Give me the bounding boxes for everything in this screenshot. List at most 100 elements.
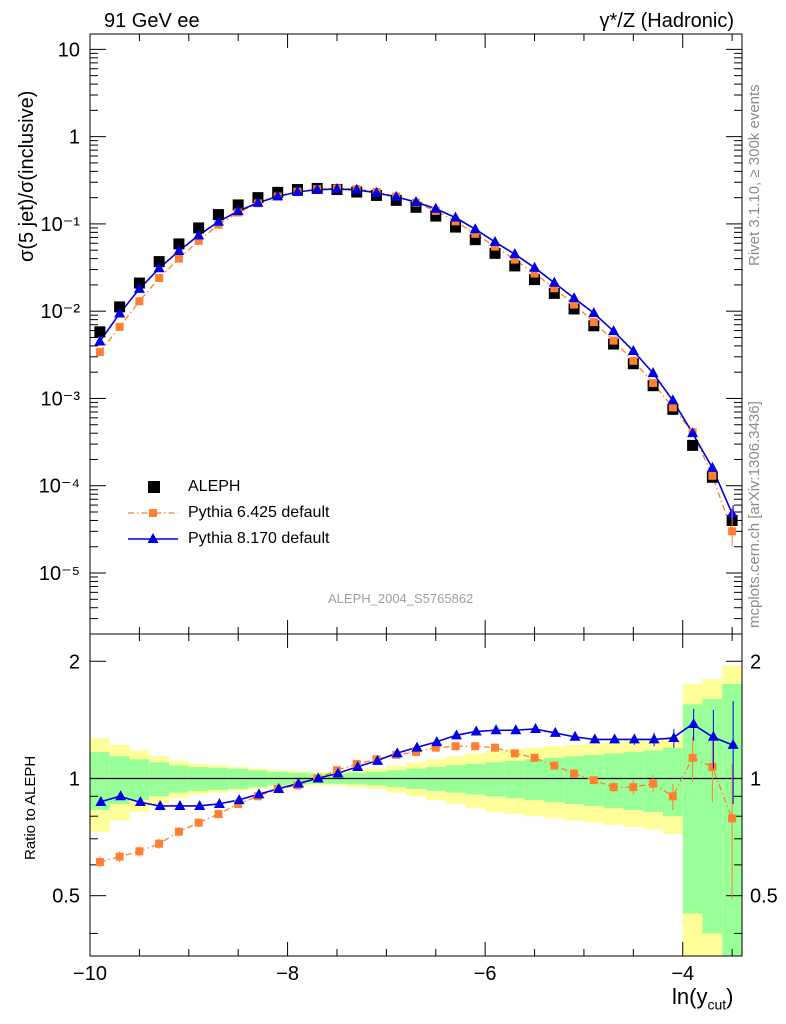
pythia8-ratio-point <box>391 747 403 758</box>
aleph-point <box>529 274 541 286</box>
pythia8-point <box>173 244 185 255</box>
ratio-y-tick-label: 1 <box>69 768 80 790</box>
pythia6-ratio-point <box>510 749 519 758</box>
main-y-axis-label: σ(5 jet)/σ(inclusive) <box>16 90 38 262</box>
aleph-point <box>450 221 462 233</box>
x-tick-label: −8 <box>276 963 299 985</box>
ratio-y-axis-label: Ratio to ALEPH <box>22 755 39 860</box>
pythia6-point <box>649 379 658 388</box>
pythia6-ratio-point <box>530 753 539 762</box>
pythia8-ratio-point <box>668 732 680 743</box>
y-tick-label: 10⁻² <box>41 301 81 323</box>
pythia8-ratio-point <box>174 799 186 810</box>
pythia6-point <box>194 236 203 245</box>
legend-marker-aleph <box>148 481 160 493</box>
pythia8-point <box>331 183 343 194</box>
pythia8-ratio-point <box>194 799 206 810</box>
uncertainty-band-inner <box>504 760 525 799</box>
pythia8-ratio-point <box>549 726 561 737</box>
aleph-point <box>687 439 699 451</box>
aleph-point <box>94 326 106 338</box>
pythia8-point <box>94 335 106 346</box>
pythia8-point <box>291 186 303 197</box>
aleph-point <box>430 210 442 222</box>
pythia8-ratio-point <box>688 718 700 729</box>
uncertainty-band-inner <box>662 747 683 817</box>
pythia6-point <box>135 297 144 306</box>
pythia8-ratio-point <box>470 725 482 736</box>
pythia8-ratio-point <box>411 741 423 752</box>
pythia6-ratio-point <box>412 747 420 756</box>
uncertainty-band-inner <box>702 699 723 934</box>
ratio-y-tick-label-right: 2 <box>750 651 761 673</box>
pythia6-point <box>491 242 500 251</box>
pythia8-ratio-point <box>134 796 146 807</box>
x-tick-label: −4 <box>671 963 694 985</box>
pythia8-ratio-point <box>569 730 581 741</box>
pythia8-point <box>627 344 639 355</box>
pythia6-point <box>629 356 638 365</box>
pythia8-point <box>450 211 462 222</box>
y-tick-label: 10⁻¹ <box>41 214 81 236</box>
pythia8-ratio-point <box>490 724 502 735</box>
x-axis-label: ln(ycut) <box>672 984 734 1013</box>
rivet-version-label: Rivet 3.1.10, ≥ 300k events <box>746 84 763 266</box>
pythia6-point <box>510 255 519 264</box>
pythia8-point <box>370 186 382 197</box>
pythia6-ratio-point <box>214 810 223 819</box>
aleph-point <box>114 301 126 313</box>
pythia8-ratio-point <box>154 799 166 810</box>
aleph-point <box>568 303 580 315</box>
uncertainty-band-inner <box>603 753 624 808</box>
pythia8-point <box>410 196 422 207</box>
uncertainty-band-inner <box>524 759 545 801</box>
uncertainty-band-inner <box>90 751 110 810</box>
uncertainty-band-inner <box>564 756 584 804</box>
pythia6-ratio-point <box>135 847 144 856</box>
pythia8-point <box>153 262 165 273</box>
pythia6-point <box>570 300 579 309</box>
header-channel: γ*/Z (Hadronic) <box>599 10 734 32</box>
pythia8-point <box>687 427 699 438</box>
pythia8-point <box>509 248 521 259</box>
pythia8-ratio-point <box>312 772 324 783</box>
aleph-point <box>193 222 205 234</box>
x-tick-label: −6 <box>474 963 497 985</box>
aleph-point <box>212 209 224 221</box>
pythia6-ratio-line <box>99 745 733 863</box>
pythia8-ratio-point <box>115 790 127 801</box>
pythia6-point <box>155 274 164 283</box>
legend-marker-pythia8 <box>147 533 159 543</box>
pythia6-ratio-point <box>649 779 658 788</box>
ratio-panel-frame <box>89 633 743 957</box>
aleph-point <box>469 234 481 246</box>
pythia6-point <box>609 336 618 345</box>
uncertainty-band-inner <box>129 759 150 801</box>
pythia8-point <box>489 236 501 247</box>
pythia8-point <box>706 461 718 472</box>
pythia8-point <box>212 215 224 226</box>
mcplots-source-label: mcplots.cern.ch [arXiv:1306.3436] <box>746 401 763 628</box>
pythia6-ratio-point <box>728 814 737 823</box>
pythia6-ratio-point <box>471 742 480 751</box>
pythia8-ratio-point <box>431 736 443 747</box>
pythia8-point <box>133 282 145 293</box>
pythia8-point <box>469 223 481 234</box>
pythia6-point <box>530 269 539 278</box>
pythia8-ratio-point <box>707 730 719 741</box>
pythia8-ratio-point <box>371 754 383 765</box>
pythia8-ratio-point <box>530 722 542 733</box>
pythia8-point <box>252 196 264 207</box>
ratio-y-tick-label: 0.5 <box>52 886 80 908</box>
aleph-point <box>509 260 521 272</box>
uncertainty-band-inner <box>465 763 486 795</box>
pythia8-point <box>529 261 541 272</box>
pythia6-point <box>471 229 480 238</box>
pythia8-ratio-point <box>451 729 463 740</box>
pythia8-point <box>548 276 560 287</box>
pythia8-ratio-point <box>253 788 265 799</box>
pythia8-point <box>667 394 679 405</box>
pythia8-point <box>568 292 580 303</box>
aleph-point <box>489 247 501 259</box>
pythia8-ratio-point <box>213 797 225 808</box>
